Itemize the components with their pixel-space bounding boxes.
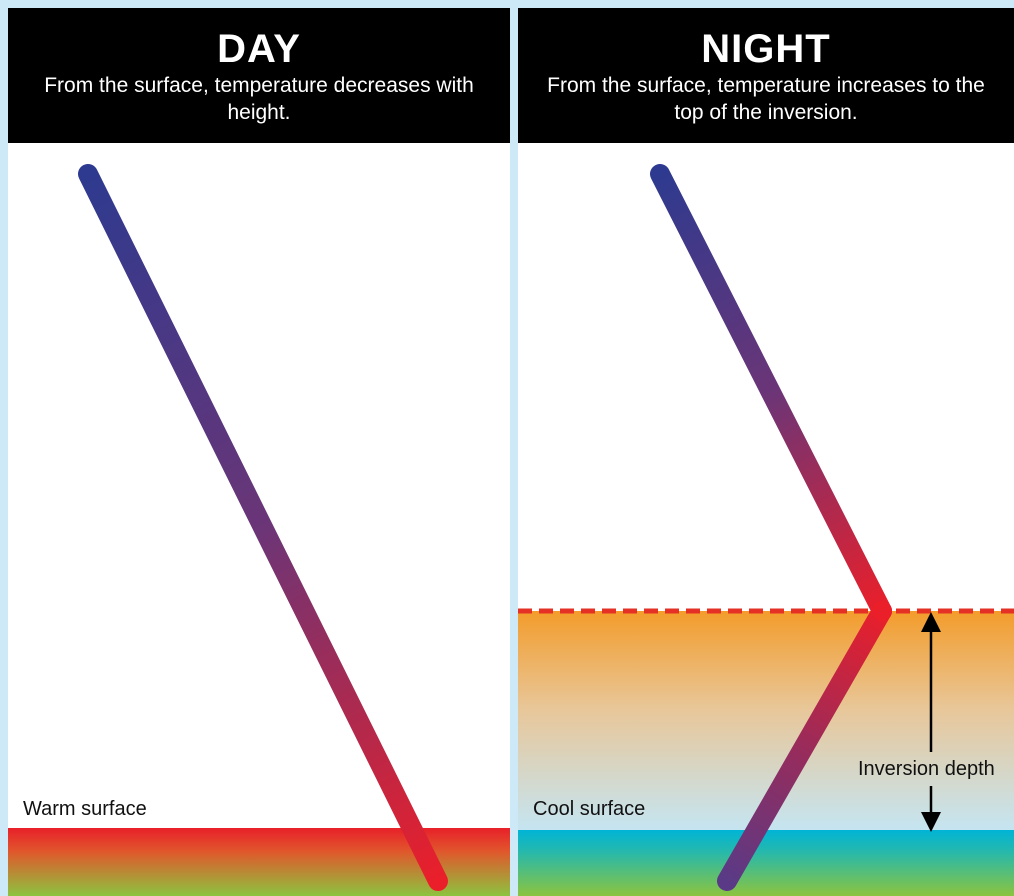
day-diagram xyxy=(8,164,510,896)
night-lower-profile-line xyxy=(717,601,892,891)
day-subtitle: From the surface, temperature decreases … xyxy=(44,74,474,124)
night-title: NIGHT xyxy=(701,27,831,71)
profile-elbow xyxy=(872,601,892,621)
day-title: DAY xyxy=(217,27,301,71)
night-diagram xyxy=(518,164,1014,896)
day-temperature-profile-line xyxy=(78,164,448,891)
inversion-depth-label: Inversion depth xyxy=(858,758,995,780)
night-upper-profile-line xyxy=(650,164,892,621)
day-header: DAY From the surface, temperature decrea… xyxy=(8,8,510,143)
night-header: NIGHT From the surface, temperature incr… xyxy=(518,8,1014,143)
cool-surface-band xyxy=(518,830,1014,896)
night-panel: NIGHT From the surface, temperature incr… xyxy=(518,8,1014,896)
day-panel: DAY From the surface, temperature decrea… xyxy=(8,8,510,896)
night-subtitle: From the surface, temperature increases … xyxy=(547,74,985,124)
warm-surface-label: Warm surface xyxy=(23,798,147,820)
cool-surface-label: Cool surface xyxy=(533,798,646,820)
